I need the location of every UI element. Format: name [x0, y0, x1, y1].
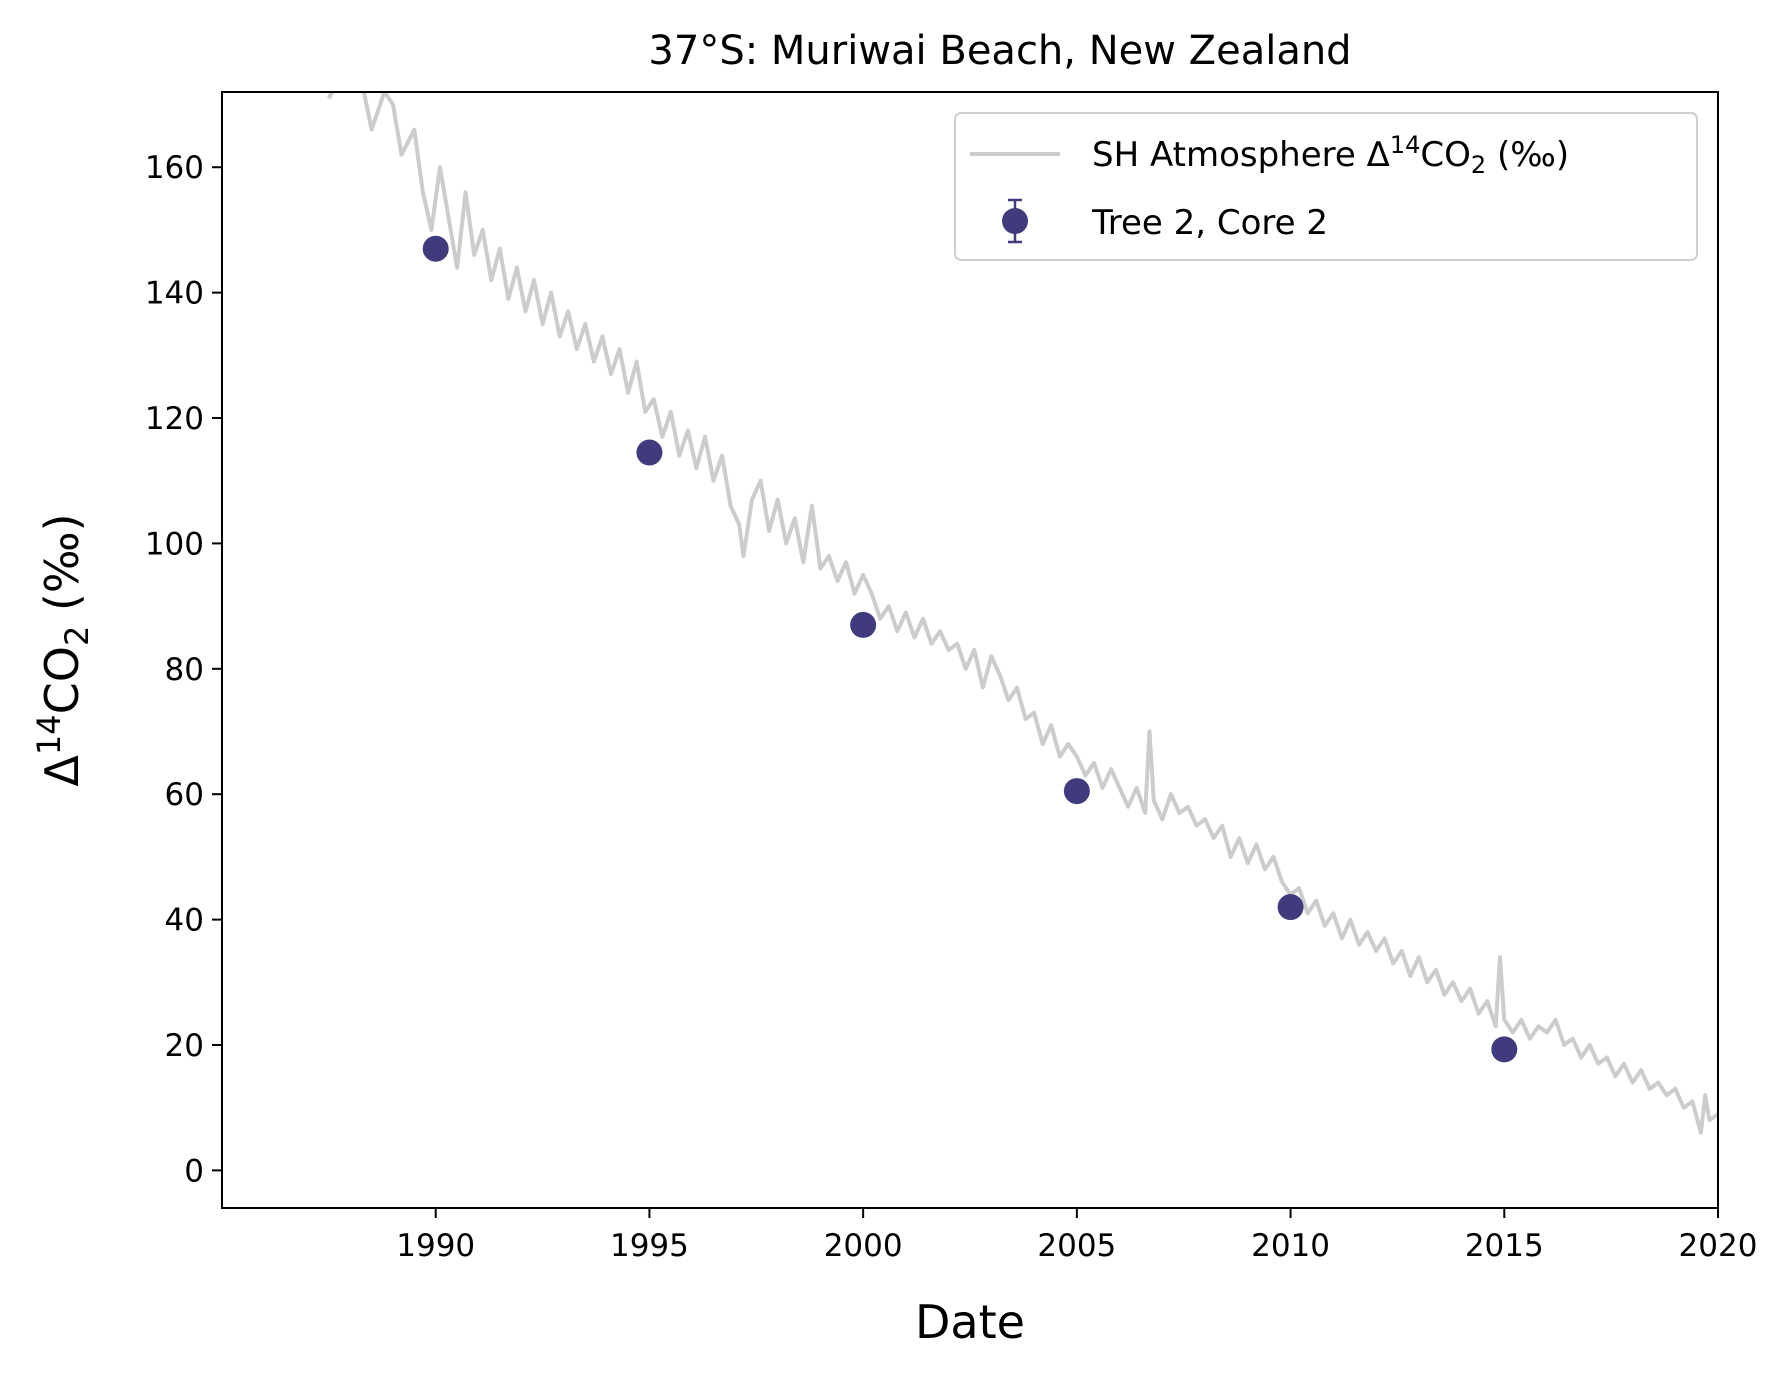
legend-box: [954, 112, 1698, 261]
y-tick-label: 120: [145, 401, 204, 437]
y-axis-label-superscript: 14: [30, 714, 68, 755]
legend-marker-dot: [1002, 208, 1028, 234]
legend-label-atmosphere-mid: CO: [1420, 135, 1471, 175]
legend-label-atmosphere: SH Atmosphere Δ14CO2 (‰): [1092, 131, 1569, 179]
data-point-tree-2-core-2: [850, 611, 877, 638]
y-axis-label-subscript: 2: [58, 626, 96, 646]
data-point-tree-2-core-2: [1491, 1036, 1518, 1063]
x-tick-label: 2015: [1465, 1228, 1544, 1264]
legend-label-atmosphere-pre: SH Atmosphere Δ: [1092, 135, 1390, 175]
y-tick-label: 0: [184, 1153, 204, 1189]
x-axis-label: Date: [915, 1295, 1025, 1349]
series-layer: [327, 92, 1718, 1135]
legend-label-atmosphere-sup: 14: [1390, 131, 1421, 159]
y-axis-label-unit: (‰): [35, 513, 89, 625]
plot-frame: [221, 91, 1719, 1209]
x-tick-label: 1995: [610, 1228, 689, 1264]
x-tick-label: 2020: [1679, 1228, 1758, 1264]
data-point-tree-2-core-2: [1063, 778, 1090, 805]
y-axis-label: Δ14CO2 (‰): [30, 513, 96, 786]
legend: SH Atmosphere Δ14CO2 (‰) Tree 2, Core 2: [954, 112, 1698, 261]
x-axis: 1990 1995 2000 2005 2010 2015 2020: [396, 1208, 1757, 1264]
series-line-atmosphere: [327, 92, 1718, 1135]
y-tick-label: 140: [145, 276, 204, 312]
y-tick-label: 100: [145, 526, 204, 562]
y-axis: 0 20 40 60 80 100 120 140 160: [145, 150, 222, 1189]
data-point-tree-2-core-2: [422, 235, 449, 262]
x-tick-label: 2010: [1251, 1228, 1330, 1264]
y-axis-label-delta: Δ: [35, 755, 89, 787]
legend-label-atmosphere-sub: 2: [1471, 151, 1486, 179]
plot-area: [221, 91, 1719, 1209]
x-tick-label: 2000: [824, 1228, 903, 1264]
legend-label-tree: Tree 2, Core 2: [1091, 203, 1328, 243]
y-tick-label: 40: [165, 903, 204, 939]
data-point-tree-2-core-2: [1277, 894, 1304, 921]
y-tick-label: 80: [165, 652, 204, 688]
y-axis-label-base: CO: [35, 646, 89, 714]
x-tick-label: 1990: [396, 1228, 475, 1264]
chart-title: 37°S: Muriwai Beach, New Zealand: [648, 28, 1351, 74]
data-point-tree-2-core-2: [636, 439, 663, 466]
y-tick-label: 20: [165, 1028, 204, 1064]
x-tick-label: 2005: [1037, 1228, 1116, 1264]
legend-marker-swatch: [1002, 198, 1028, 244]
y-tick-label: 160: [145, 150, 204, 186]
y-tick-label: 60: [165, 777, 204, 813]
legend-label-atmosphere-post: (‰): [1486, 135, 1569, 175]
